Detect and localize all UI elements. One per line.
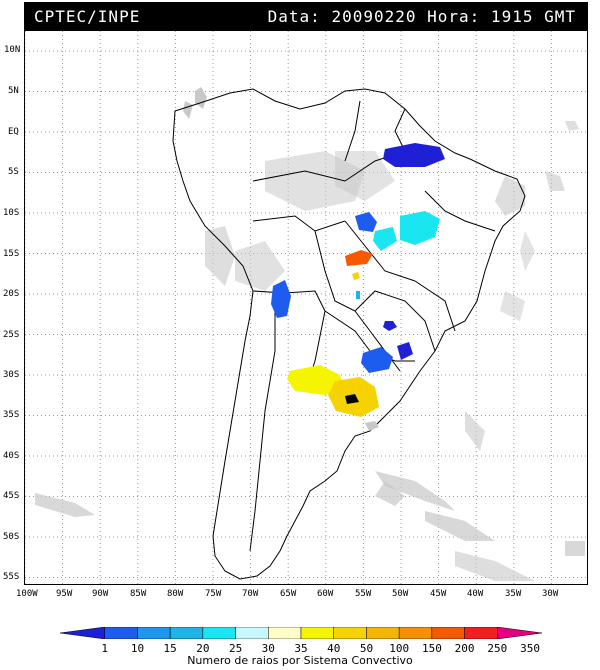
colorbar-tick-label: 150: [421, 642, 442, 655]
colorbar-swatch: [104, 627, 138, 639]
lon-label: 85W: [130, 589, 147, 599]
lon-label: 55W: [355, 589, 372, 599]
colorbar-swatch: [169, 627, 204, 639]
lat-label: 50S: [3, 532, 20, 542]
lon-label: 70W: [242, 589, 259, 599]
lon-label: 65W: [280, 589, 297, 599]
map-canvas: [25, 31, 587, 584]
lon-label: 95W: [56, 589, 73, 599]
colorbar-tick-label: 40: [327, 642, 341, 655]
map-header: CPTEC/INPE Data: 20090220 Hora: 1915 GMT: [24, 2, 588, 30]
convective-systems: [271, 143, 445, 431]
lat-label: 10S: [3, 208, 20, 218]
colorbar-swatch: [137, 627, 171, 639]
datetime-label: Data: 20090220 Hora: 1915 GMT: [267, 7, 576, 26]
lightning-colorbar: [60, 627, 542, 639]
colorbar-swatch: [202, 627, 236, 639]
source-label: CPTEC/INPE: [34, 7, 141, 26]
colorbar-tick-label: 50: [359, 642, 374, 655]
lon-label: 40W: [467, 589, 484, 599]
lat-label: 30S: [3, 370, 20, 380]
lon-label: 35W: [505, 589, 522, 599]
lat-label: 20S: [3, 289, 20, 299]
colorbar-tick-label: 15: [163, 642, 177, 655]
lat-label: 5N: [8, 86, 19, 96]
colorbar-swatch: [333, 627, 367, 639]
lat-label: 25S: [3, 330, 20, 340]
colorbar-swatch: [497, 627, 542, 639]
lat-label: 55S: [3, 572, 20, 582]
lat-label: EQ: [8, 127, 19, 137]
colorbar-tick-label: 25: [228, 642, 243, 655]
lat-label: 15S: [3, 249, 20, 259]
colorbar-tick-label: 10: [130, 642, 145, 655]
lat-label: 45S: [3, 491, 20, 501]
colorbar-swatch: [366, 627, 400, 639]
colorbar-swatch: [60, 627, 105, 639]
lon-label: 30W: [542, 589, 559, 599]
lon-label: 75W: [205, 589, 222, 599]
colorbar-tick-label: 20: [196, 642, 210, 655]
lon-label: 100W: [16, 589, 38, 599]
colorbar-tick-label: 1: [101, 642, 109, 655]
colorbar-tick-label: 200: [454, 642, 475, 655]
colorbar-tick-label: 35: [294, 642, 308, 655]
lon-label: 50W: [392, 589, 409, 599]
lat-label: 10N: [4, 45, 21, 55]
colorbar-swatch: [300, 627, 334, 639]
colorbar-swatch: [268, 627, 302, 639]
lon-label: 90W: [92, 589, 109, 599]
map-frame: [24, 30, 588, 585]
colorbar-swatch: [464, 627, 498, 639]
lon-label: 60W: [317, 589, 334, 599]
lat-label: 35S: [3, 410, 20, 420]
lat-label: 40S: [3, 451, 20, 461]
colorbar-tick-label: 250: [487, 642, 508, 655]
colorbar-swatch: [398, 627, 433, 639]
colorbar-tick-label: 100: [389, 642, 410, 655]
colorbar-swatch: [235, 627, 269, 639]
colorbar-tick-label: 30: [261, 642, 275, 655]
colorbar-caption: Numero de raios por Sistema Convectivo: [187, 654, 413, 667]
colorbar-swatch: [431, 627, 465, 639]
lat-label: 5S: [8, 167, 19, 177]
gridlines: [25, 31, 587, 584]
colorbar-tick-label: 350: [520, 642, 540, 655]
lon-label: 45W: [430, 589, 447, 599]
lon-label: 80W: [167, 589, 184, 599]
